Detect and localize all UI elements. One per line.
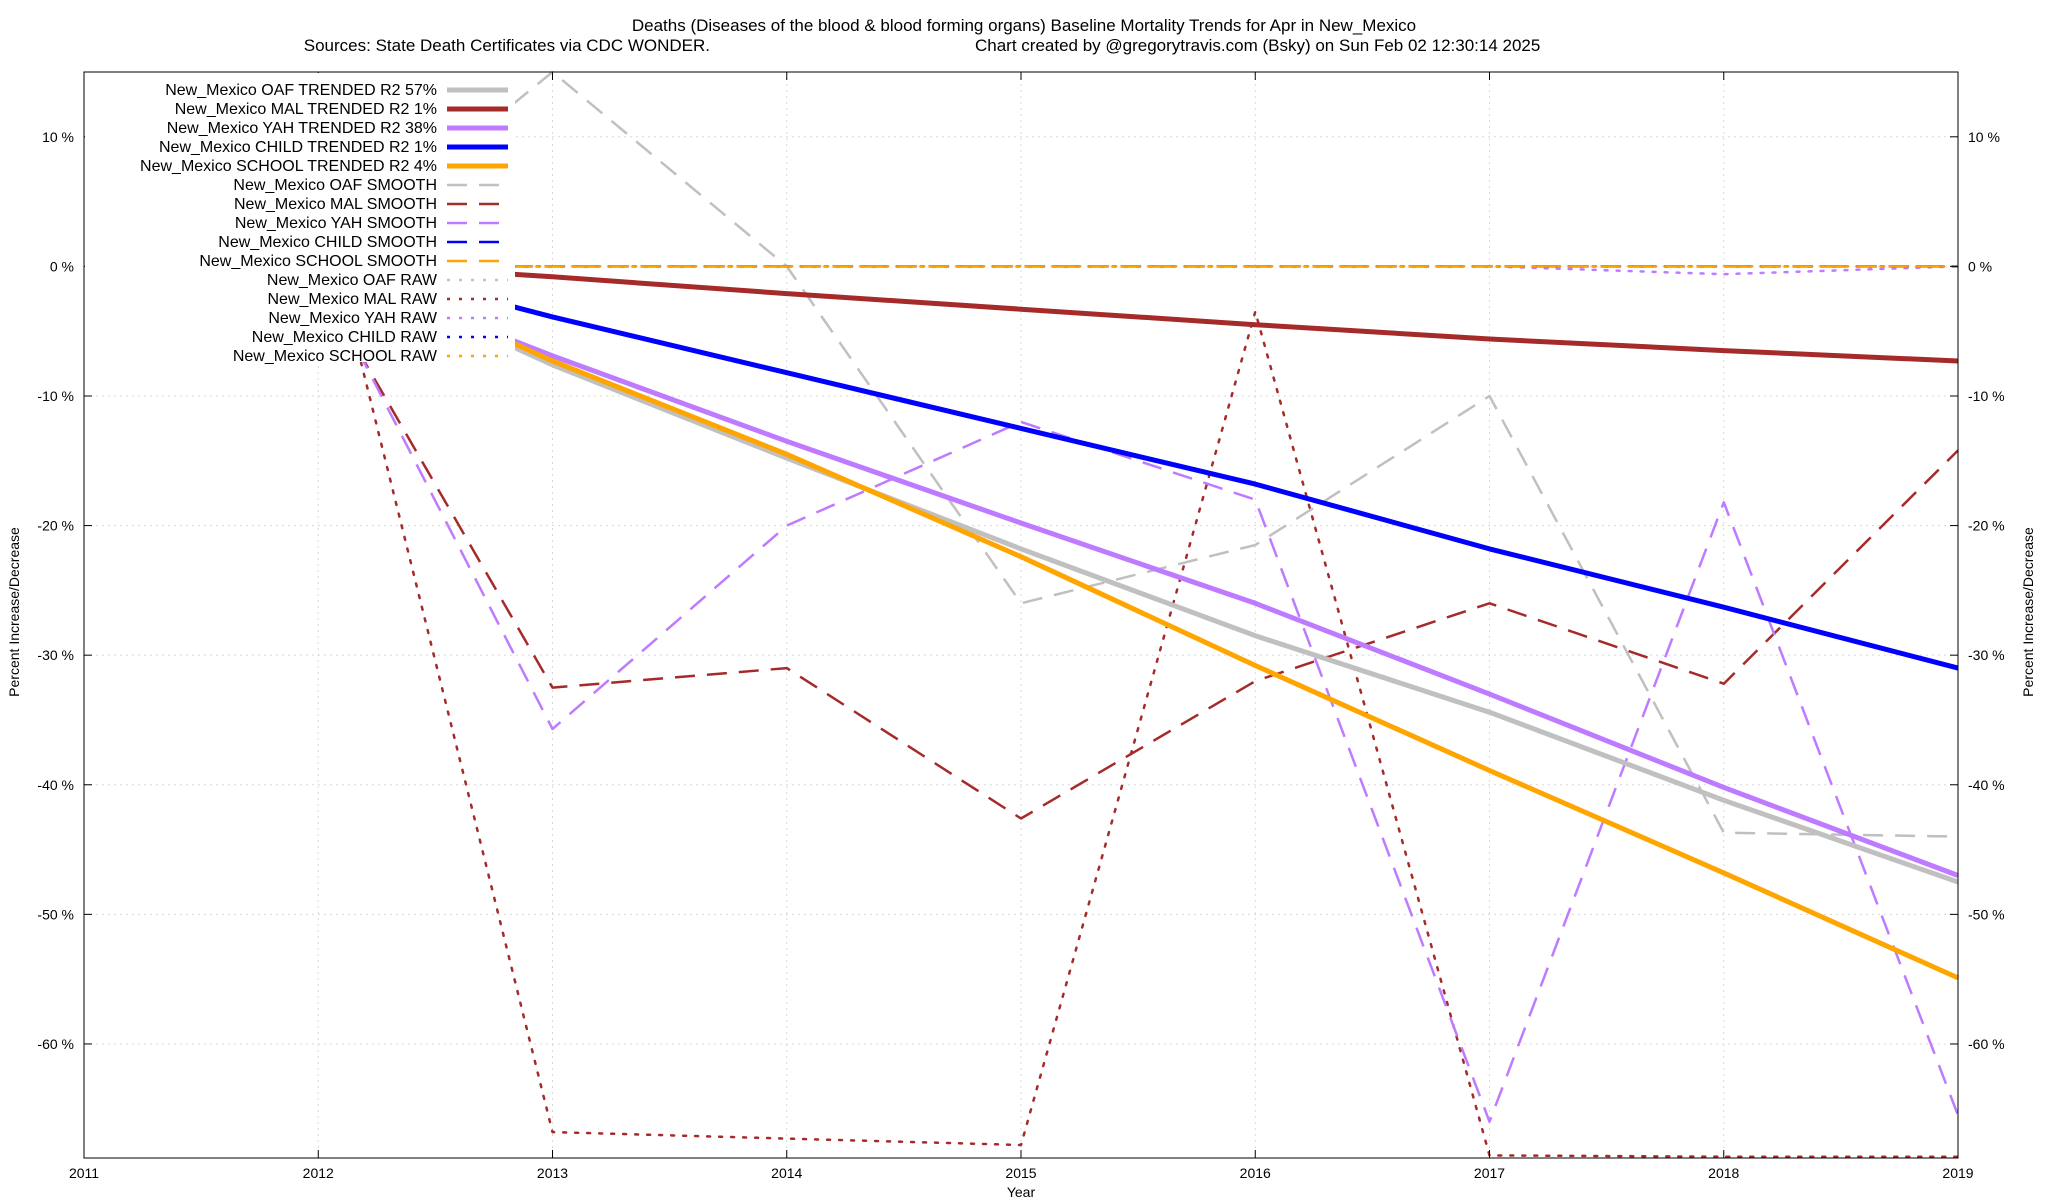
y-tick-label-right: -10 % bbox=[1968, 388, 2005, 404]
legend-entry-label: New_Mexico MAL RAW bbox=[267, 291, 437, 308]
x-tick-label: 2012 bbox=[303, 1165, 334, 1181]
series-new-mexico-school-trended-r2-4 bbox=[511, 340, 1960, 981]
x-tick-label: 2015 bbox=[1005, 1165, 1036, 1181]
series-new-mexico-mal-smooth bbox=[357, 349, 1959, 820]
y-tick-label-left: -20 % bbox=[37, 518, 74, 534]
y-tick-label-right: -40 % bbox=[1968, 777, 2005, 793]
legend-entry-label: New_Mexico YAH RAW bbox=[268, 310, 438, 327]
y-tick-label-right: -60 % bbox=[1968, 1036, 2005, 1052]
y-tick-label-right: 10 % bbox=[1968, 129, 2000, 145]
legend-entry-label: New_Mexico OAF RAW bbox=[267, 272, 438, 289]
series-new-mexico-yah-smooth bbox=[356, 350, 1960, 1123]
legend-entry-label: New_Mexico MAL SMOOTH bbox=[234, 196, 437, 213]
series-new-mexico-yah-trended-r2-38 bbox=[511, 337, 1959, 878]
legend-entry-label: New_Mexico CHILD SMOOTH bbox=[218, 234, 437, 251]
x-tick-label: 2016 bbox=[1240, 1165, 1271, 1181]
legend-entry-label: New_Mexico OAF SMOOTH bbox=[233, 177, 437, 194]
legend-background bbox=[85, 73, 515, 362]
legend-entry-label: New_Mexico SCHOOL RAW bbox=[233, 348, 438, 365]
x-tick-label: 2011 bbox=[69, 1165, 99, 1181]
legend-entry-label: New_Mexico MAL TRENDED R2 1% bbox=[175, 101, 437, 118]
x-tick-label: 2018 bbox=[1708, 1165, 1739, 1181]
series-layer bbox=[356, 70, 1960, 1158]
legend-entry-label: New_Mexico OAF TRENDED R2 57% bbox=[165, 82, 437, 99]
legend-entry-label: New_Mexico CHILD TRENDED R2 1% bbox=[159, 139, 437, 156]
chart-subtitle-left: Sources: State Death Certificates via CD… bbox=[304, 36, 710, 55]
x-tick-label: 2017 bbox=[1474, 1165, 1505, 1181]
chart-title: Deaths (Diseases of the blood & blood fo… bbox=[632, 16, 1416, 35]
series-new-mexico-oaf-smooth bbox=[511, 70, 1959, 838]
legend-entry-label: New_Mexico SCHOOL TRENDED R2 4% bbox=[140, 158, 437, 175]
x-axis-label: Year bbox=[1007, 1184, 1036, 1200]
legend-entry-label: New_Mexico SCHOOL SMOOTH bbox=[199, 253, 437, 270]
y-tick-label-right: 0 % bbox=[1968, 258, 1992, 274]
ticks: 2011 2012 2013 2014 2015 2016 2017 2018 2019 10 %… bbox=[37, 72, 2005, 1181]
y-tick-label-left: 10 % bbox=[42, 129, 74, 145]
series-new-mexico-mal-raw bbox=[356, 310, 1960, 1158]
y-tick-label-left: 0 % bbox=[50, 258, 74, 274]
y-axis-label-left: Percent Increase/Decrease bbox=[6, 527, 22, 697]
y-tick-label-left: -60 % bbox=[37, 1036, 74, 1052]
series-new-mexico-oaf-trended-r2-57 bbox=[511, 344, 1959, 885]
x-tick-label: 2013 bbox=[537, 1165, 568, 1181]
legend-entry-label: New_Mexico YAH TRENDED R2 38% bbox=[167, 120, 437, 137]
y-tick-label-left: -30 % bbox=[37, 647, 74, 663]
y-tick-label-left: -40 % bbox=[37, 777, 74, 793]
y-tick-label-right: -20 % bbox=[1968, 518, 2005, 534]
x-tick-label: 2014 bbox=[771, 1165, 802, 1181]
legend-entry-label: New_Mexico YAH SMOOTH bbox=[235, 215, 437, 232]
chart-subtitle-right: Chart created by @gregorytravis.com (Bsk… bbox=[975, 36, 1540, 55]
series-new-mexico-mal-trended-r2-1 bbox=[512, 271, 1959, 364]
x-tick-label: 2019 bbox=[1942, 1165, 1973, 1181]
legend-entry-label: New_Mexico CHILD RAW bbox=[252, 329, 438, 346]
y-tick-label-left: -50 % bbox=[37, 906, 74, 922]
series-new-mexico-child-trended-r2-1 bbox=[512, 304, 1959, 671]
y-tick-label-right: -50 % bbox=[1968, 906, 2005, 922]
legend: New_Mexico OAF TRENDED R2 57% New_Mexico … bbox=[85, 73, 515, 365]
y-axis-label-right: Percent Increase/Decrease bbox=[2020, 527, 2036, 697]
grid bbox=[83, 72, 1959, 1158]
y-tick-label-left: -10 % bbox=[37, 388, 74, 404]
y-tick-label-right: -30 % bbox=[1968, 647, 2005, 663]
